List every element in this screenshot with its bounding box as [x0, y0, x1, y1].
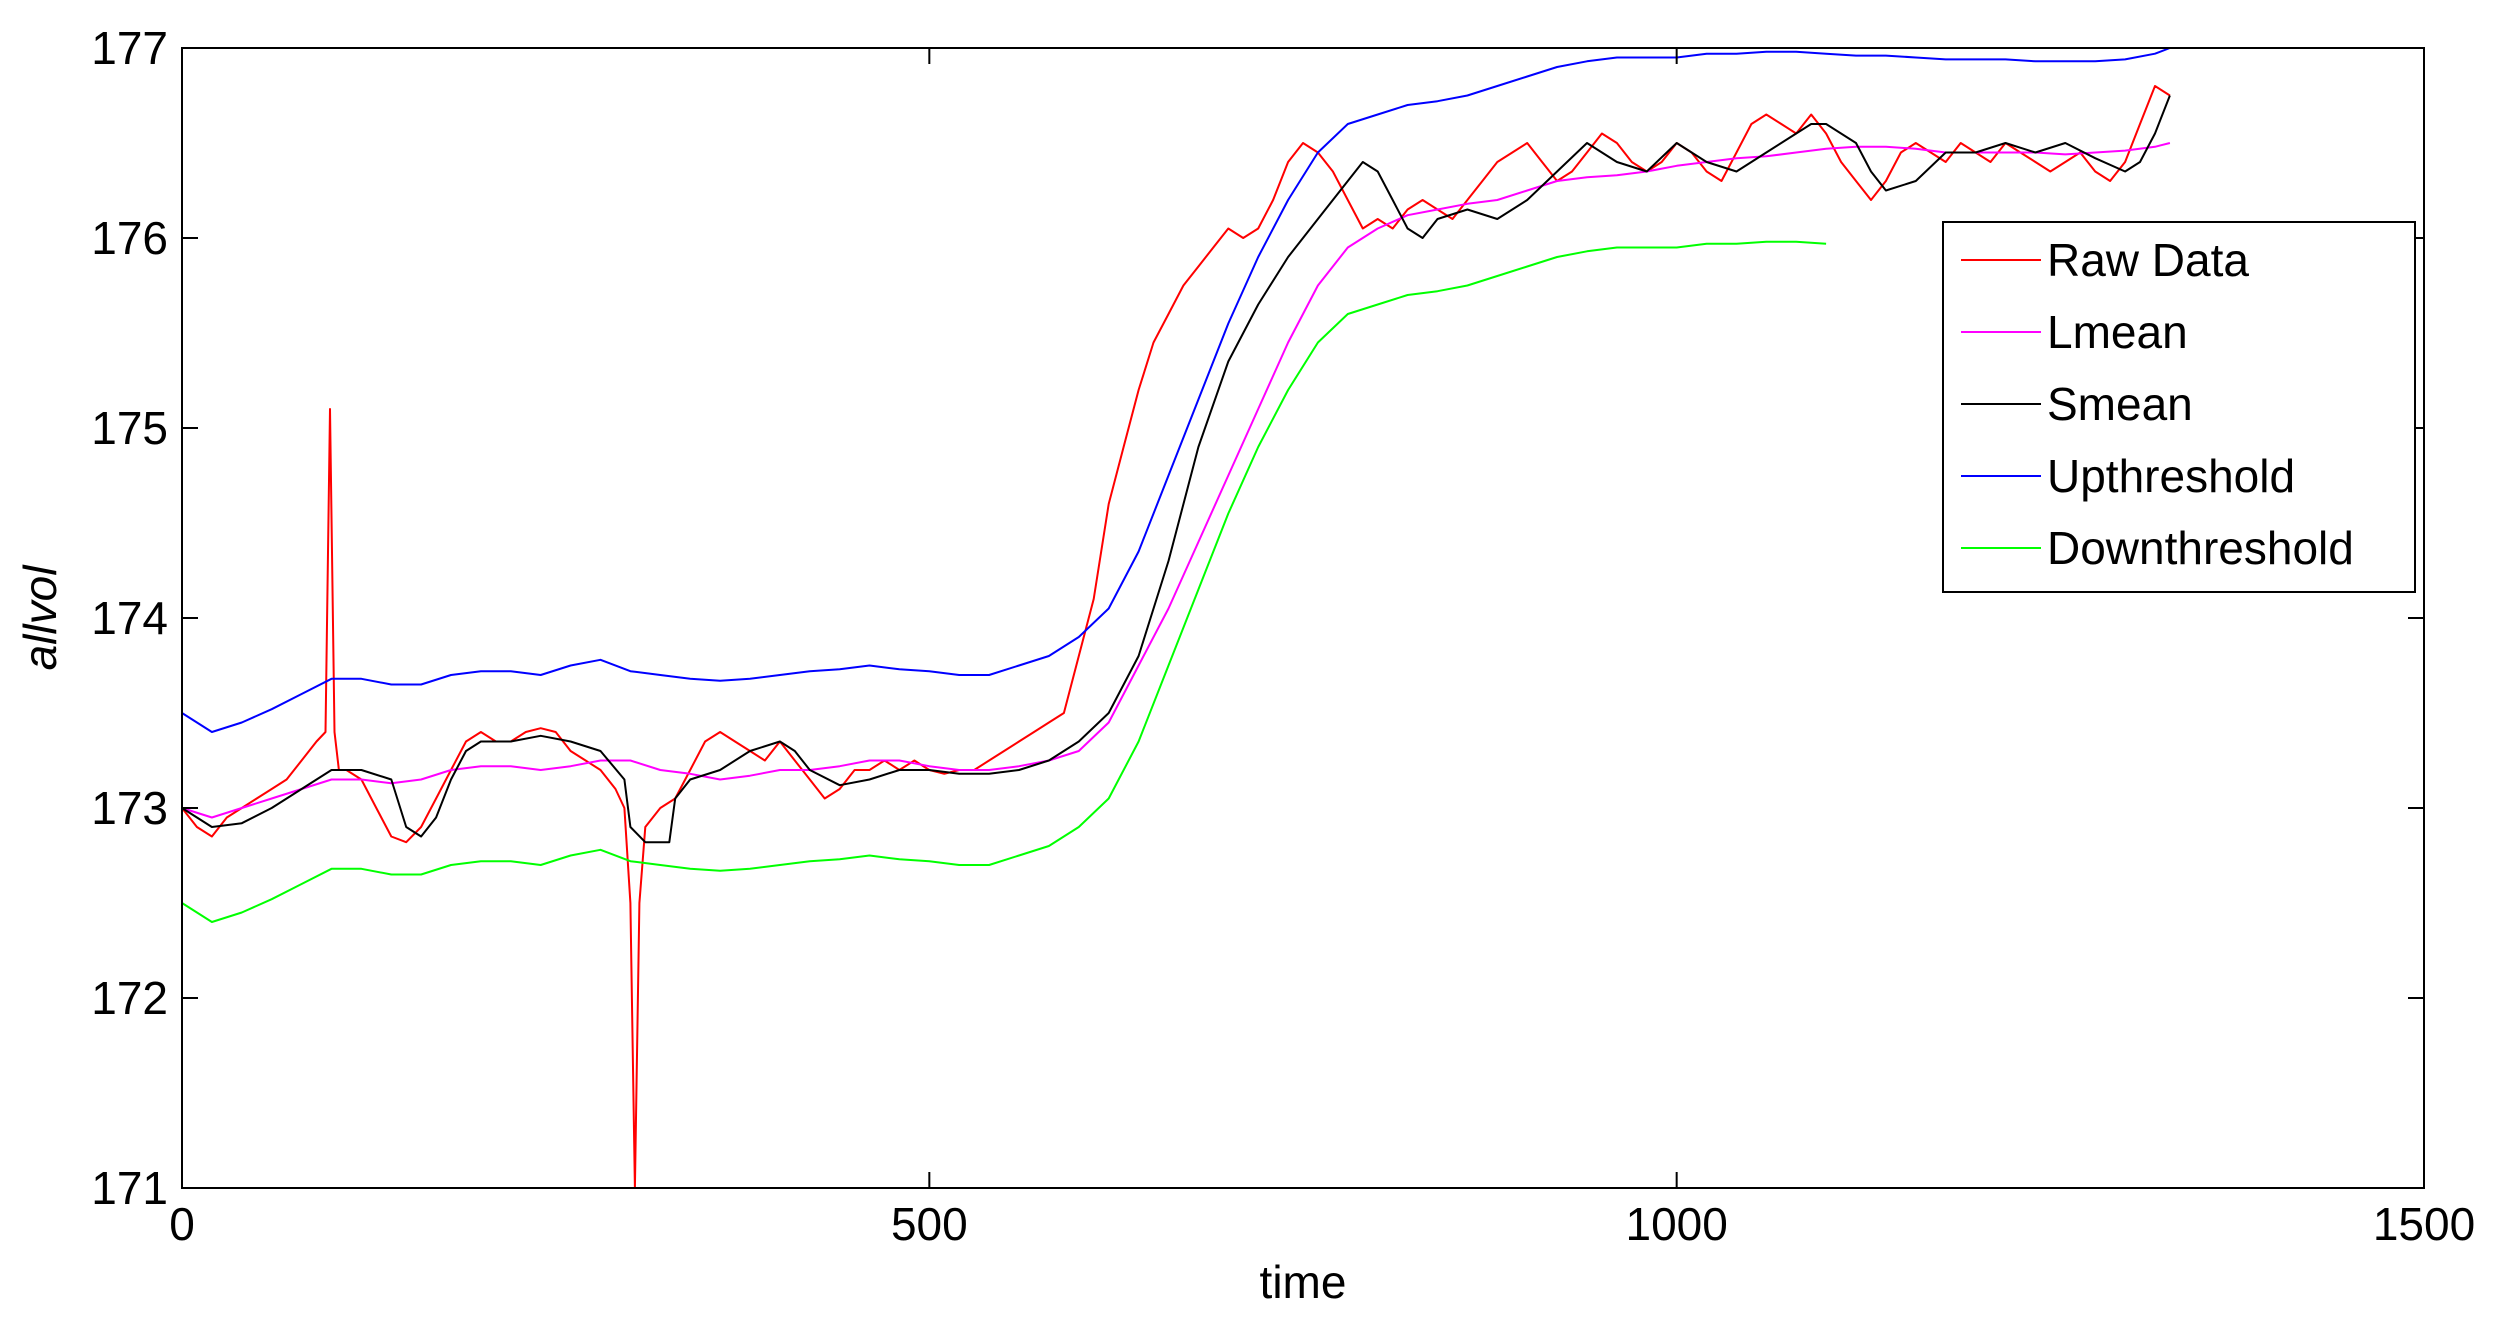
legend-label-5: Downthreshold: [2047, 522, 2354, 574]
y-tick-label: 175: [91, 402, 168, 454]
x-tick-label: 1500: [2373, 1198, 2475, 1250]
y-tick-label: 171: [91, 1162, 168, 1214]
x-axis-label: time: [1260, 1256, 1347, 1308]
x-tick-label: 1000: [1625, 1198, 1727, 1250]
x-tick-label: 0: [169, 1198, 195, 1250]
y-tick-label: 176: [91, 212, 168, 264]
legend-box: [1942, 221, 2416, 593]
legend: Raw Data Lmean Smean Upthreshold Downthresho…: [1942, 221, 2416, 593]
legend-label-1: Raw Data: [2047, 234, 2249, 286]
legend-label-3: Smean: [2047, 378, 2193, 430]
y-axis-label: allvol: [14, 564, 66, 671]
x-tick-label: 500: [891, 1198, 968, 1250]
legend-label-2: Lmean: [2047, 306, 2188, 358]
series-line-5: [181, 240, 1827, 923]
series-line-4: [181, 47, 2171, 733]
series-line-1: [181, 85, 2171, 1189]
series-line-2: [181, 142, 2171, 819]
axes: 0 500 1000 1500 171 172 173 174 175 176 177: [91, 22, 2475, 1250]
y-tick-label: 177: [91, 22, 168, 74]
plot-area: [181, 47, 2171, 1189]
series-line-3: [181, 95, 2171, 844]
y-tick-label: 172: [91, 972, 168, 1024]
y-tick-label: 174: [91, 592, 168, 644]
legend-label-4: Upthreshold: [2047, 450, 2295, 502]
y-tick-label: 173: [91, 782, 168, 834]
